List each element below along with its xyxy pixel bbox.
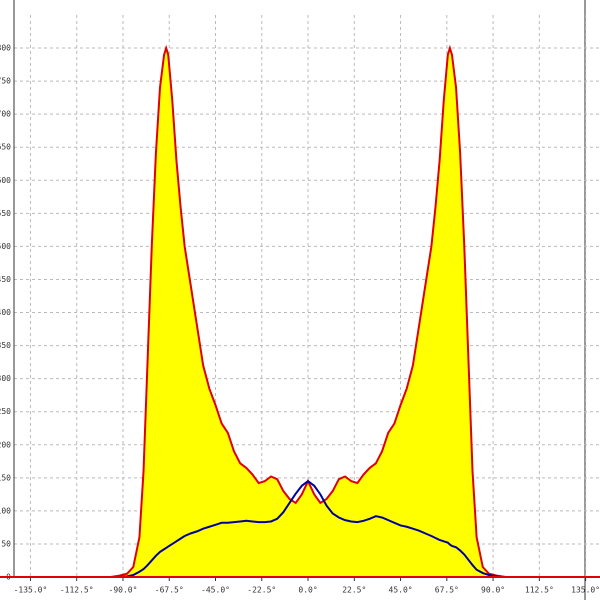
y-tick-label: 400 (0, 308, 11, 317)
y-tick-label: 800 (0, 44, 11, 53)
x-tick-label: -135.0° (14, 586, 48, 595)
area (110, 48, 506, 577)
x-tick-label: 90.0° (481, 586, 505, 595)
y-tick-label: 550 (0, 209, 11, 218)
y-tick-label: 50 (1, 539, 11, 548)
y-tick-label: 100 (0, 506, 11, 515)
x-tick-label: 67.5° (435, 586, 459, 595)
x-tick-label: -45.0° (201, 586, 230, 595)
x-tick-label: 0.0° (298, 586, 317, 595)
x-tick-label: 112.5° (525, 586, 554, 595)
y-tick-label: 150 (0, 473, 11, 482)
x-tick-label: 22.5° (342, 586, 366, 595)
x-tick-label: -22.5° (247, 586, 276, 595)
y-tick-label: 650 (0, 143, 11, 152)
y-tick-label: 450 (0, 275, 11, 284)
y-tick-label: 350 (0, 341, 11, 350)
x-tick-label: -67.5° (155, 586, 184, 595)
y-tick-label: 300 (0, 374, 11, 383)
y-tick-label: 200 (0, 440, 11, 449)
line (110, 479, 506, 578)
y-tick-label: 700 (0, 110, 11, 119)
x-tick-label: -112.5° (60, 586, 94, 595)
x-tick-label: 135.0° (571, 586, 600, 595)
y-tick-label: 250 (0, 407, 11, 416)
x-tick-label: -90.0° (109, 586, 138, 595)
x-tick-label: 45.0° (389, 586, 413, 595)
y-tick-label: 500 (0, 242, 11, 251)
y-tick-label: 600 (0, 176, 11, 185)
y-tick-label: 750 (0, 77, 11, 86)
